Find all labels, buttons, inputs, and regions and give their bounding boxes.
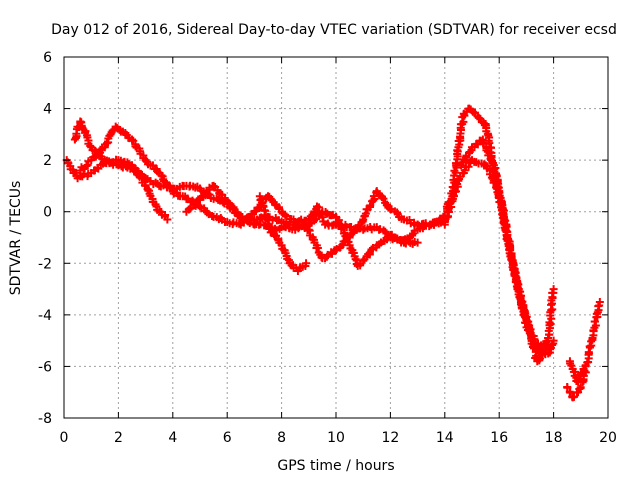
data-point bbox=[209, 181, 218, 190]
y-tick-label: 0 bbox=[43, 205, 52, 221]
x-tick-label: 2 bbox=[114, 430, 123, 446]
data-point bbox=[377, 193, 386, 202]
data-point bbox=[576, 383, 585, 392]
data-point bbox=[579, 365, 588, 374]
x-tick-label: 20 bbox=[599, 430, 617, 446]
data-point bbox=[535, 354, 544, 363]
x-tick-label: 0 bbox=[60, 430, 69, 446]
data-point bbox=[459, 117, 468, 126]
data-point bbox=[86, 141, 95, 150]
data-point bbox=[574, 374, 583, 383]
data-point bbox=[302, 259, 311, 268]
data-point bbox=[341, 232, 350, 241]
y-tick-label: -8 bbox=[38, 411, 52, 427]
y-tick-label: 4 bbox=[43, 102, 52, 118]
x-tick-label: 16 bbox=[490, 430, 508, 446]
data-point bbox=[565, 387, 574, 396]
y-tick-label: 2 bbox=[43, 153, 52, 169]
series-track-8 bbox=[457, 135, 553, 366]
data-point bbox=[595, 297, 604, 306]
data-point bbox=[482, 146, 491, 155]
axis-ticks bbox=[63, 56, 609, 419]
data-point bbox=[366, 201, 375, 210]
x-tick-label: 14 bbox=[436, 430, 454, 446]
data-point bbox=[569, 392, 578, 401]
data-point bbox=[359, 256, 368, 265]
data-point bbox=[381, 227, 390, 236]
data-point bbox=[121, 162, 130, 171]
x-axis-label: GPS time / hours bbox=[277, 458, 394, 474]
data-point bbox=[91, 152, 100, 161]
data-point bbox=[421, 219, 430, 228]
x-tick-label: 18 bbox=[545, 430, 563, 446]
x-tick-label: 10 bbox=[327, 430, 345, 446]
series-track-10 bbox=[565, 357, 588, 386]
x-tick-label: 12 bbox=[381, 430, 399, 446]
y-tick-label: -2 bbox=[38, 256, 52, 272]
y-tick-label: -4 bbox=[38, 308, 52, 324]
series-track-5 bbox=[255, 192, 422, 270]
data-point bbox=[82, 162, 91, 171]
data-point bbox=[464, 162, 473, 171]
data-point bbox=[163, 215, 172, 224]
data-point bbox=[501, 226, 510, 235]
y-tick-label: -6 bbox=[38, 359, 52, 375]
data-point bbox=[590, 317, 599, 326]
data-point bbox=[544, 341, 553, 350]
chart-title: Day 012 of 2016, Sidereal Day-to-day VTE… bbox=[51, 22, 617, 38]
y-axis-label: SDTVAR / TECUs bbox=[8, 181, 24, 296]
data-point bbox=[128, 135, 136, 144]
data-point bbox=[549, 285, 558, 294]
data-point bbox=[367, 245, 376, 254]
series-track-9 bbox=[563, 297, 604, 402]
data-point bbox=[528, 343, 537, 352]
tick-labels: 0 2 4 6 8 10 12 14 16 18 20 -8 -6 -4 -2 0 2 4 6 bbox=[38, 50, 617, 446]
data-point bbox=[351, 255, 360, 264]
data-point bbox=[563, 383, 572, 392]
grid-lines bbox=[64, 57, 608, 418]
x-tick-label: 4 bbox=[168, 430, 177, 446]
data-point bbox=[413, 238, 422, 247]
data-point bbox=[342, 233, 351, 242]
data-points bbox=[62, 104, 604, 402]
x-tick-label: 6 bbox=[223, 430, 232, 446]
data-point bbox=[379, 194, 388, 203]
y-tick-label: 6 bbox=[43, 50, 52, 66]
data-point bbox=[338, 241, 347, 250]
x-tick-label: 8 bbox=[277, 430, 286, 446]
